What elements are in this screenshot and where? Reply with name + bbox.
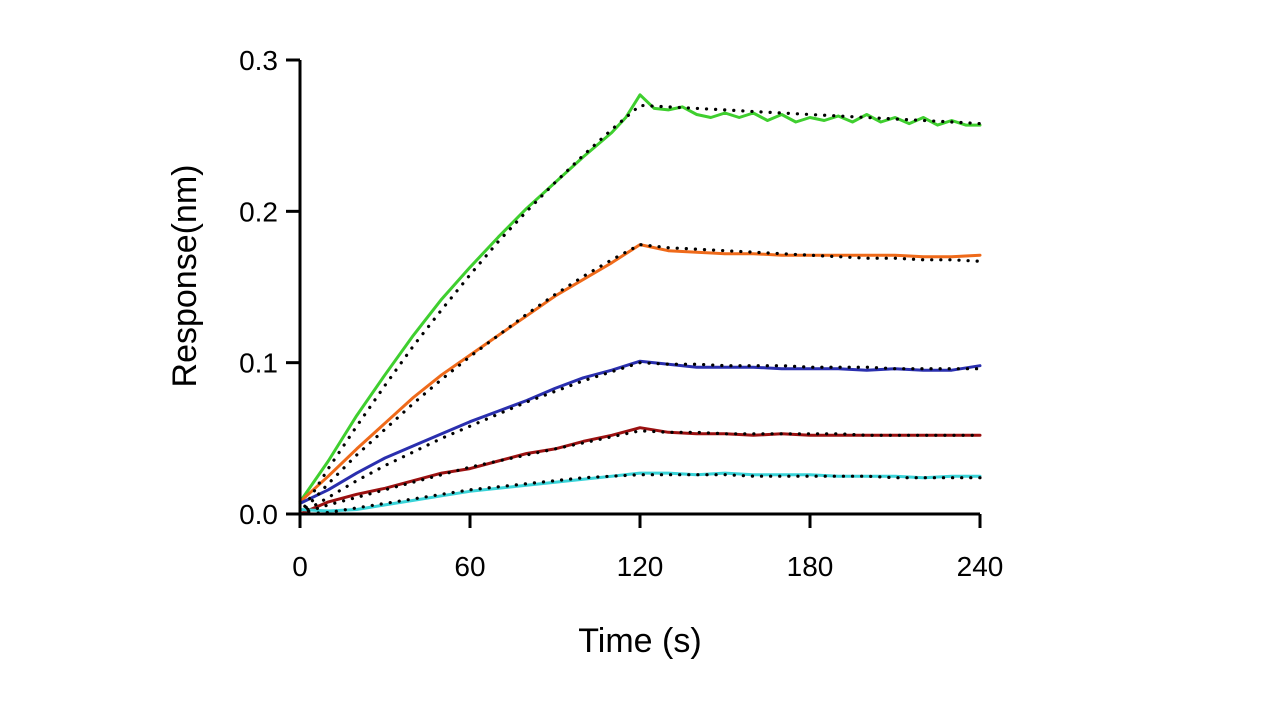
series-3-measured-line [298,359,982,505]
x-tick-label: 120 [617,551,664,582]
x-tick-label: 60 [454,551,485,582]
x-tick-label: 240 [957,551,1004,582]
series-5-measured-line [298,471,982,513]
x-axis-title: Time (s) [578,622,701,660]
series-1-fit-line [298,103,982,516]
ticks: 0.0 0.1 0.2 0.3 0 60 120 180 240 [239,45,1003,582]
series-2-measured-line [298,243,982,504]
series-3-fit-line [298,361,982,516]
plot-area [298,93,982,516]
series-1-measured-line [298,93,982,504]
x-tick-label: 0 [292,551,308,582]
y-tick-label: 0.2 [239,196,278,227]
axes [298,60,980,516]
x-tick-label: 180 [787,551,834,582]
series-4-fit-line [298,429,982,516]
y-axis-title: Response(nm) [166,165,204,388]
y-tick-label: 0.1 [239,348,278,379]
series-2-fit-line [298,242,982,516]
y-tick-label: 0.3 [239,45,278,76]
series-5-fit-line [298,473,982,516]
y-tick-label: 0.0 [239,499,278,530]
